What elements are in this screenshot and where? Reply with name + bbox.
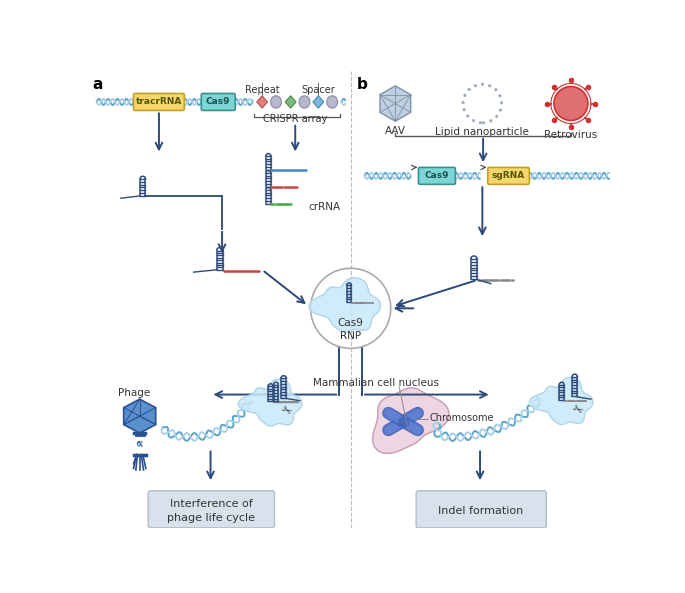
Text: Repeat: Repeat — [245, 85, 279, 95]
Ellipse shape — [327, 96, 338, 108]
Polygon shape — [238, 379, 302, 426]
FancyBboxPatch shape — [419, 167, 456, 184]
Polygon shape — [285, 96, 296, 108]
Text: Spacer: Spacer — [301, 85, 335, 95]
Text: tracrRNA: tracrRNA — [136, 97, 182, 107]
Text: Mammalian cell nucleus: Mammalian cell nucleus — [313, 378, 439, 388]
Text: Cas9: Cas9 — [206, 97, 230, 107]
FancyBboxPatch shape — [488, 167, 530, 184]
Polygon shape — [380, 86, 411, 121]
Ellipse shape — [299, 96, 310, 108]
Circle shape — [554, 87, 588, 120]
Text: Lipid nanoparticle: Lipid nanoparticle — [436, 127, 530, 138]
Text: crRNA: crRNA — [308, 202, 340, 212]
FancyBboxPatch shape — [148, 491, 275, 528]
Text: ✂: ✂ — [569, 401, 585, 418]
Text: Cas9: Cas9 — [425, 171, 449, 180]
Text: Interference of
phage life cycle: Interference of phage life cycle — [167, 499, 256, 523]
Text: ✂: ✂ — [278, 403, 294, 420]
Text: Cas9
RNP: Cas9 RNP — [338, 318, 364, 342]
Text: AAV: AAV — [385, 126, 406, 136]
FancyBboxPatch shape — [201, 94, 235, 110]
Polygon shape — [530, 378, 593, 425]
Polygon shape — [309, 278, 380, 332]
Text: CRISPR array: CRISPR array — [263, 113, 327, 123]
Ellipse shape — [271, 96, 282, 108]
Polygon shape — [124, 399, 155, 433]
Polygon shape — [257, 96, 268, 108]
FancyBboxPatch shape — [134, 94, 184, 110]
Text: Indel formation: Indel formation — [438, 506, 523, 516]
Text: a: a — [92, 76, 103, 91]
FancyBboxPatch shape — [416, 491, 546, 528]
Text: Chromosome: Chromosome — [430, 413, 495, 423]
Text: b: b — [357, 76, 368, 91]
Text: Phage: Phage — [118, 388, 151, 398]
Text: Retrovirus: Retrovirus — [545, 130, 597, 140]
Polygon shape — [373, 388, 449, 454]
Text: sgRNA: sgRNA — [492, 171, 525, 180]
Polygon shape — [313, 96, 324, 108]
